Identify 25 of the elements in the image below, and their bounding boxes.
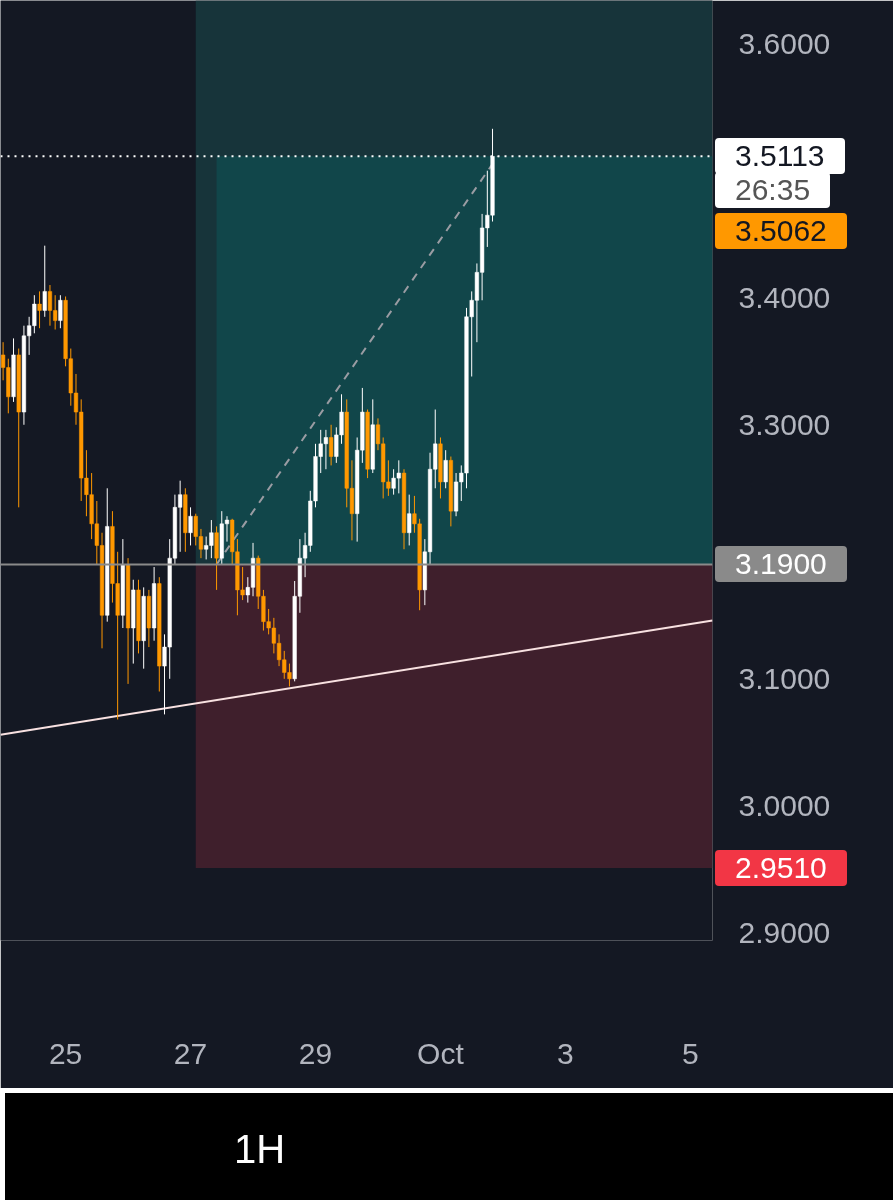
- x-tick-label: 25: [48, 1036, 83, 1070]
- text: 1H: [234, 1126, 286, 1173]
- x-tick-label: 5: [682, 1036, 699, 1070]
- candlestick: [407, 494, 412, 546]
- y-tick-label: 3.0000: [738, 788, 831, 822]
- candlestick: [443, 449, 448, 489]
- y-tick-label: 3.3000: [738, 407, 831, 441]
- ref-line-label: 3.5113: [715, 137, 845, 174]
- y-tick-label: 3.1000: [738, 661, 831, 695]
- candlestick: [188, 506, 193, 546]
- y-tick-label: 2.9000: [738, 915, 831, 949]
- ref-line-label: 3.1900: [715, 546, 847, 582]
- x-tick-label: Oct: [417, 1036, 465, 1070]
- x-tick-label: 27: [173, 1036, 208, 1070]
- y-tick-label: 3.6000: [738, 26, 831, 60]
- candlestick: [42, 245, 47, 318]
- y-tick-label: 3.4000: [738, 280, 831, 314]
- annotation: 2.9510: [715, 849, 847, 886]
- x-tick-label: 29: [298, 1036, 333, 1070]
- text: 26:35: [715, 171, 831, 208]
- candlestick: [329, 424, 334, 466]
- candlestick: [37, 290, 42, 329]
- text: 3.5062: [715, 212, 847, 249]
- candlestick: [58, 294, 63, 329]
- x-tick-label: 3: [557, 1036, 574, 1070]
